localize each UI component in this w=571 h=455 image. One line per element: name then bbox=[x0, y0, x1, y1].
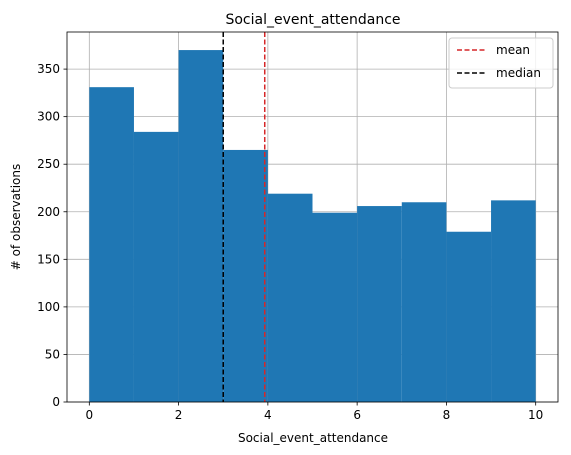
x-tick-label: 10 bbox=[528, 408, 543, 422]
x-tick-label: 8 bbox=[443, 408, 451, 422]
histogram-bar bbox=[133, 131, 179, 402]
histogram-bar bbox=[401, 202, 447, 402]
x-axis-ticks: 0 2 4 6 8 10 bbox=[85, 402, 543, 422]
legend: mean median bbox=[448, 37, 554, 89]
y-tick-label: 250 bbox=[37, 157, 60, 171]
histogram-bar bbox=[223, 149, 268, 402]
histogram-bar bbox=[267, 193, 313, 402]
y-tick-label: 300 bbox=[37, 110, 60, 124]
x-tick-label: 0 bbox=[85, 408, 93, 422]
histogram-bar bbox=[178, 50, 224, 402]
histogram-bar bbox=[89, 87, 134, 403]
y-axis-label: # of observations bbox=[9, 164, 23, 270]
x-tick-label: 6 bbox=[353, 408, 361, 422]
histogram-bar bbox=[446, 231, 492, 402]
chart-title: Social_event_attendance bbox=[225, 12, 400, 28]
plot-frame bbox=[66, 31, 559, 403]
y-axis-ticks: 0 50 100 150 200 250 300 350 bbox=[37, 62, 67, 409]
y-tick-label: 100 bbox=[37, 300, 60, 314]
x-tick-label: 4 bbox=[264, 408, 272, 422]
legend-label-median: median bbox=[496, 66, 541, 80]
histogram-bars bbox=[89, 50, 536, 403]
x-tick-label: 2 bbox=[175, 408, 183, 422]
histogram-bar bbox=[491, 200, 536, 402]
y-tick-label: 350 bbox=[37, 62, 60, 76]
y-tick-label: 0 bbox=[52, 395, 60, 409]
histogram-bar bbox=[357, 206, 402, 402]
legend-label-mean: mean bbox=[496, 43, 530, 57]
histogram-bar bbox=[312, 212, 358, 402]
y-tick-label: 50 bbox=[45, 347, 60, 361]
x-axis-label: Social_event_attendance bbox=[238, 431, 388, 445]
y-tick-label: 150 bbox=[37, 252, 60, 266]
reference-lines bbox=[222, 32, 266, 402]
y-tick-label: 200 bbox=[37, 205, 60, 219]
